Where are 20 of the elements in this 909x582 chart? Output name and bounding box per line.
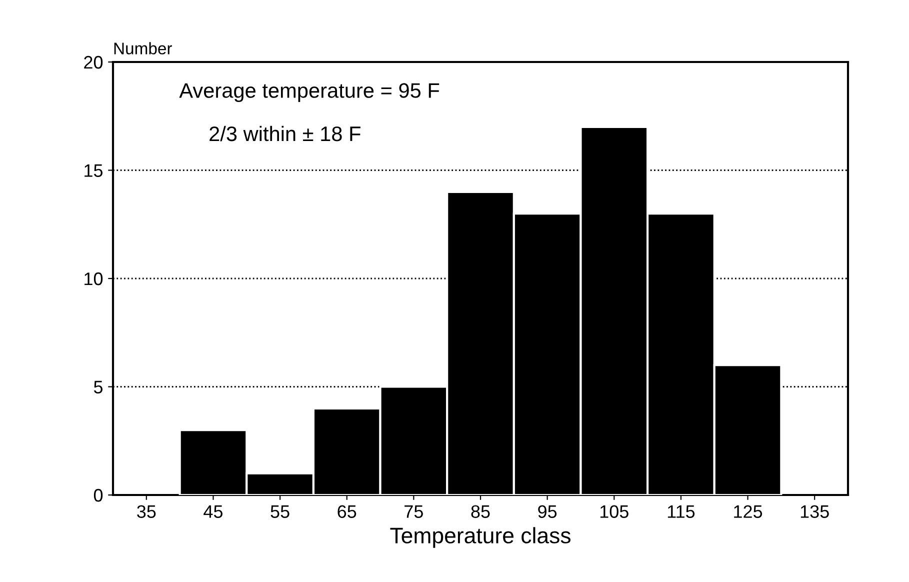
x-tick-label: 45 [204,505,223,518]
y-tick-label: 20 [84,56,103,69]
x-tick-label: 125 [734,505,762,518]
annotation: 2/3 within ± 18 F [210,126,360,142]
x-axis-title: Temperature class [390,527,570,548]
y-tick-label: 5 [94,380,103,394]
annotation: Average temperature = 95 F [179,83,440,102]
x-tick-label: 75 [404,505,423,518]
x-tick-label: 85 [471,505,490,518]
y-tick-label: 0 [94,488,103,502]
x-tick-label: 55 [270,505,290,518]
y-tick-label: 10 [84,272,103,286]
x-tick-label: 105 [600,505,628,518]
y-axis-title: Number [114,42,172,54]
x-tick-label: 115 [668,505,695,518]
x-tick-label: 95 [538,505,557,518]
x-tick-label: 65 [338,505,356,518]
x-tick-label: 35 [137,505,156,518]
x-tick-label: 135 [800,505,829,518]
y-tick-label: 15 [84,164,103,177]
